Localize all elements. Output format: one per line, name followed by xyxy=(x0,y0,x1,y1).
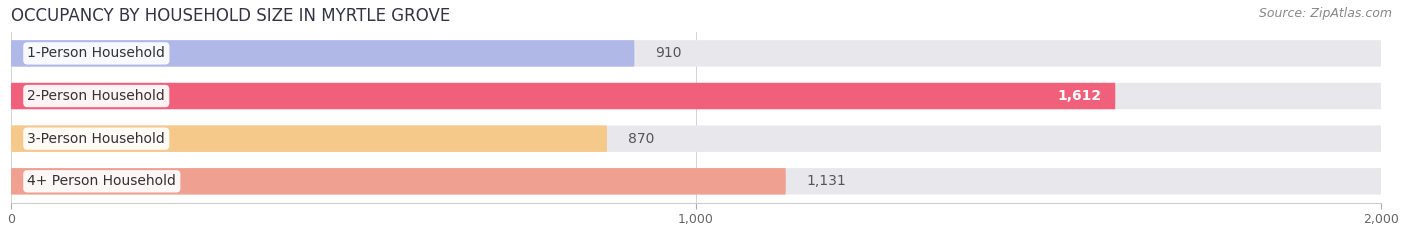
FancyBboxPatch shape xyxy=(11,83,1115,109)
Text: OCCUPANCY BY HOUSEHOLD SIZE IN MYRTLE GROVE: OCCUPANCY BY HOUSEHOLD SIZE IN MYRTLE GR… xyxy=(11,7,450,25)
FancyBboxPatch shape xyxy=(11,40,1381,67)
Text: 2-Person Household: 2-Person Household xyxy=(27,89,165,103)
FancyBboxPatch shape xyxy=(11,125,1381,152)
FancyBboxPatch shape xyxy=(11,40,634,67)
Text: 910: 910 xyxy=(655,46,682,60)
Text: 1,131: 1,131 xyxy=(806,174,846,188)
Text: 3-Person Household: 3-Person Household xyxy=(27,132,165,146)
FancyBboxPatch shape xyxy=(11,83,1381,109)
Text: 4+ Person Household: 4+ Person Household xyxy=(27,174,176,188)
FancyBboxPatch shape xyxy=(11,125,607,152)
FancyBboxPatch shape xyxy=(11,168,1381,195)
Text: 1,612: 1,612 xyxy=(1057,89,1102,103)
Text: 1-Person Household: 1-Person Household xyxy=(27,46,166,60)
FancyBboxPatch shape xyxy=(11,168,786,195)
Text: 870: 870 xyxy=(627,132,654,146)
Text: Source: ZipAtlas.com: Source: ZipAtlas.com xyxy=(1258,7,1392,20)
